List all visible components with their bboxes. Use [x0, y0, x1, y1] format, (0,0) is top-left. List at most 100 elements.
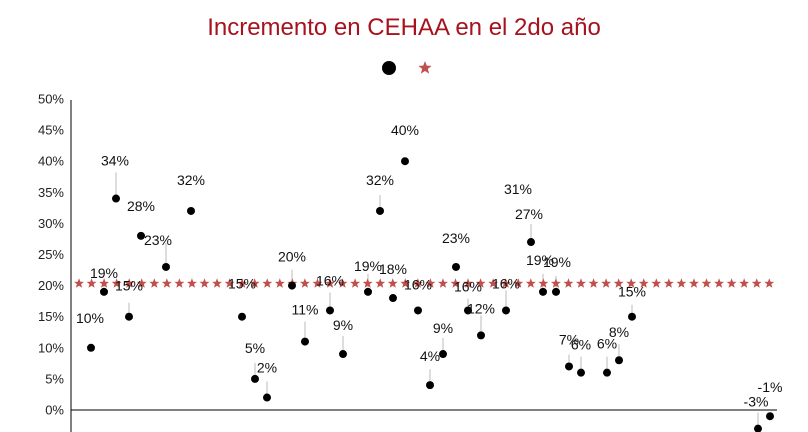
legend-star-marker: [418, 61, 432, 74]
data-point: [389, 294, 397, 303]
data-point: [112, 194, 120, 203]
average-star-marker: [726, 278, 737, 288]
data-point: [187, 206, 195, 215]
average-star-marker: [689, 278, 699, 288]
average-star-marker: [299, 278, 310, 288]
average-star-marker: [475, 278, 486, 288]
data-point: [87, 343, 95, 352]
average-star-marker: [663, 278, 674, 288]
data-point: [502, 306, 510, 315]
y-tick-label: 35%: [38, 185, 64, 200]
data-point: [288, 281, 296, 290]
data-label: 34%: [101, 153, 129, 169]
average-star-marker: [274, 278, 285, 288]
data-point: [439, 350, 447, 359]
data-point: [125, 312, 133, 321]
average-star-marker: [387, 278, 398, 288]
y-tick-label: 0%: [45, 403, 64, 418]
average-star-marker: [438, 278, 448, 288]
data-label: 19%: [90, 265, 118, 281]
y-tick-label: 20%: [38, 278, 64, 293]
average-star-marker: [86, 278, 97, 288]
data-label: 9%: [433, 320, 453, 336]
data-label: 8%: [609, 324, 629, 340]
average-star-marker: [74, 278, 84, 288]
average-star-marker: [412, 278, 423, 288]
average-star-marker: [312, 278, 323, 288]
data-point: [376, 206, 384, 215]
data-point: [615, 356, 623, 365]
data-label: 20%: [278, 249, 306, 265]
y-tick-label: 5%: [45, 371, 64, 386]
data-label: 16%: [404, 276, 432, 292]
data-label: -3%: [744, 394, 769, 410]
average-star-marker: [199, 278, 210, 288]
chart-title: Incremento en CEHAA en el 2do año: [207, 14, 601, 41]
average-star-marker: [626, 278, 637, 288]
average-star-marker: [149, 278, 160, 288]
data-point: [301, 337, 309, 346]
data-point: [464, 306, 472, 315]
y-tick-label: 40%: [38, 154, 64, 169]
legend-circle-marker: [382, 61, 396, 75]
data-label: 19%: [354, 258, 382, 274]
average-star-marker: [463, 278, 473, 288]
data-point: [238, 312, 246, 321]
data-label: 4%: [420, 348, 440, 364]
data-label: 6%: [571, 337, 591, 353]
average-star-marker: [337, 278, 348, 288]
data-label: 10%: [76, 310, 104, 326]
data-point: [339, 350, 347, 359]
average-star-marker: [362, 278, 373, 288]
y-tick-label: 10%: [38, 340, 64, 355]
average-star-marker: [136, 278, 147, 288]
data-label: 19%: [526, 252, 554, 268]
average-star-marker: [676, 278, 687, 288]
data-point: [754, 424, 762, 432]
average-star-marker: [400, 278, 411, 288]
data-label: 11%: [292, 302, 319, 318]
data-point: [577, 368, 585, 377]
average-star-marker: [576, 278, 586, 288]
data-label: 27%: [515, 206, 543, 222]
data-point: [477, 331, 485, 340]
data-label: 19%: [543, 254, 571, 270]
average-star-marker: [513, 278, 524, 288]
average-star-marker: [99, 278, 110, 288]
data-label: 12%: [467, 300, 495, 316]
average-star-marker: [111, 278, 122, 288]
average-star-marker: [588, 278, 599, 288]
average-star-marker: [187, 278, 197, 288]
average-star-marker: [701, 278, 712, 288]
data-point: [251, 374, 259, 383]
data-point: [401, 157, 409, 166]
average-star-marker: [325, 278, 335, 288]
y-tick-label: 30%: [38, 216, 64, 231]
average-star-marker: [488, 278, 499, 288]
data-label: 16%: [316, 272, 344, 288]
data-point: [565, 362, 573, 371]
data-point: [326, 306, 334, 315]
y-tick-label: 15%: [38, 309, 64, 324]
data-label: 6%: [597, 336, 617, 352]
data-label: 5%: [245, 340, 265, 356]
y-tick-label: 25%: [38, 247, 64, 262]
average-star-marker: [161, 278, 172, 288]
average-star-marker: [375, 278, 386, 288]
average-star-marker: [601, 278, 612, 288]
average-star-marker: [550, 278, 561, 288]
data-point: [263, 393, 271, 402]
average-star-marker: [450, 278, 461, 288]
data-point: [539, 287, 547, 296]
average-star-marker: [751, 278, 762, 288]
point-series: [87, 157, 774, 432]
data-label: 23%: [144, 232, 172, 248]
data-labels: 10% 19% 34% 15% 28% 23% 32% 15% 5% 2% 20% 11% 16% 9% 1…: [76, 122, 782, 409]
data-point: [628, 312, 636, 321]
average-star-marker: [237, 278, 248, 288]
data-point: [364, 287, 372, 296]
data-label: 9%: [333, 317, 353, 333]
data-point: [162, 262, 170, 271]
average-star-marker: [425, 278, 436, 288]
